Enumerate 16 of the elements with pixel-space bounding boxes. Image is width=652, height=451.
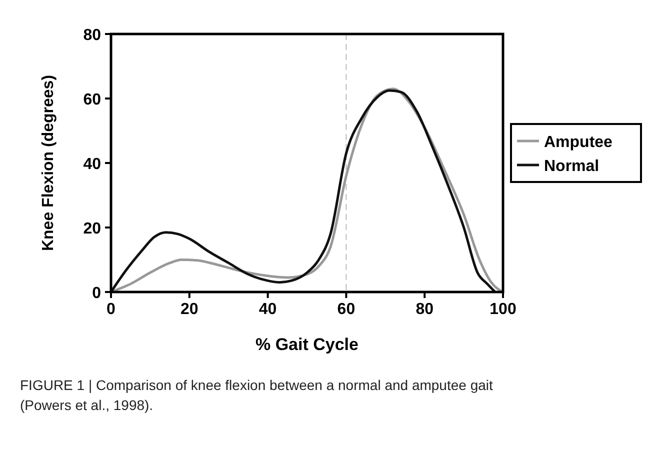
x-tick-label: 60	[337, 301, 356, 318]
legend-label: Normal	[544, 158, 600, 175]
x-tick-label: 0	[106, 301, 116, 318]
x-tick-label: 20	[180, 301, 198, 318]
x-tick-label: 100	[490, 301, 516, 318]
y-tick-label: 20	[83, 220, 102, 238]
y-axis-title: Knee Flexion (degrees)	[40, 74, 57, 252]
x-axis-title: % Gait Cycle	[256, 335, 358, 354]
legend-label: Amputee	[544, 134, 613, 151]
x-tick-label: 40	[258, 301, 277, 318]
y-tick-label: 40	[83, 156, 102, 173]
y-tick-label: 0	[92, 285, 102, 302]
x-tick-label: 80	[416, 301, 434, 318]
caption: FIGURE 1 | Comparison of knee flexion between a normal and amputee gait (Powers et al., 1998).	[20, 377, 493, 413]
y-tick-label: 80	[83, 27, 102, 44]
y-tick-label: 60	[83, 92, 102, 108]
